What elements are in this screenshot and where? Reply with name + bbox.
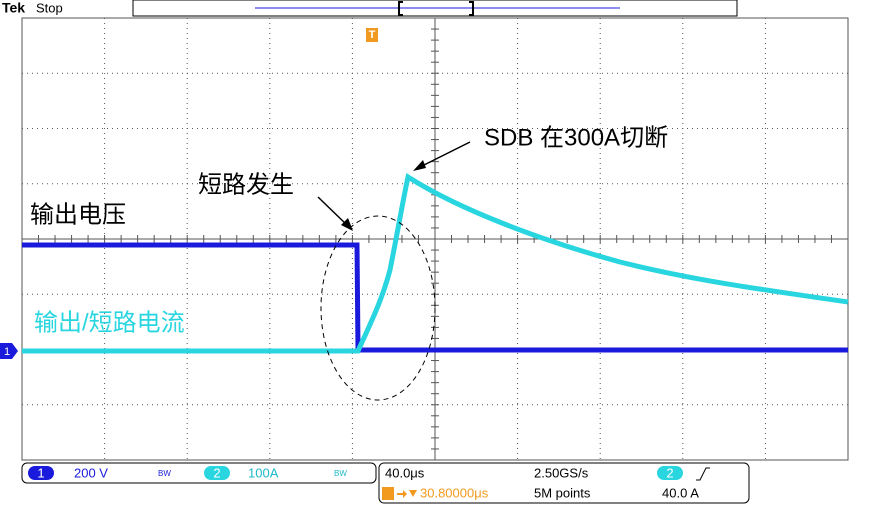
annotation-sdb: SDB 在300A切断 (484, 124, 668, 151)
view-bracket (398, 1, 474, 16)
ch2-scale: 100A (248, 465, 279, 480)
ch1-number: 1 (37, 465, 44, 480)
ch1-badge (28, 466, 54, 480)
ch2-current-trace (22, 172, 849, 354)
ch2-number: 2 (213, 465, 220, 480)
arrow (417, 141, 471, 169)
annotation-voltage: 输出电压 (30, 201, 126, 228)
graticule (21, 17, 849, 461)
ch1-scale: 200 V (74, 465, 108, 480)
timebase: 40.0μs (385, 465, 425, 480)
trigger-marker: T (369, 29, 376, 41)
graticule-frame (21, 17, 849, 461)
ch2-badge (204, 466, 230, 480)
annotation-short: 短路发生 (198, 171, 294, 198)
trigger-slope (696, 467, 710, 481)
trigger-level: 40.0 A (662, 485, 699, 500)
record-length: 5M points (534, 485, 591, 500)
trigger-source: 2 (666, 465, 673, 480)
brand: Tek (2, 0, 25, 16)
sample-rate: 2.50GS/s (534, 465, 589, 480)
trigger-pos-arrow (397, 490, 407, 498)
status: Stop (36, 0, 63, 15)
ch2-bw: BW (334, 469, 347, 478)
ch1-marker: 1 (4, 346, 10, 358)
ch1-voltage-trace (22, 242, 848, 353)
timebase-panel (378, 462, 750, 504)
ch1-bw: BW (158, 469, 171, 478)
trigger-source-badge (657, 466, 683, 480)
channel-panel (21, 462, 377, 484)
arrowhead (413, 160, 426, 171)
highlight-ellipse (320, 215, 436, 401)
trigger-marker-box (366, 28, 378, 42)
ch1-marker-box (0, 343, 18, 359)
trigger-pos-icon (382, 487, 394, 500)
trigger-position: 30.80000μs (420, 485, 489, 500)
arrowhead (341, 218, 353, 231)
arrow (317, 196, 349, 227)
annotation-current: 输出/短路电流 (34, 309, 185, 336)
trigger-pos-arrow (409, 490, 417, 497)
